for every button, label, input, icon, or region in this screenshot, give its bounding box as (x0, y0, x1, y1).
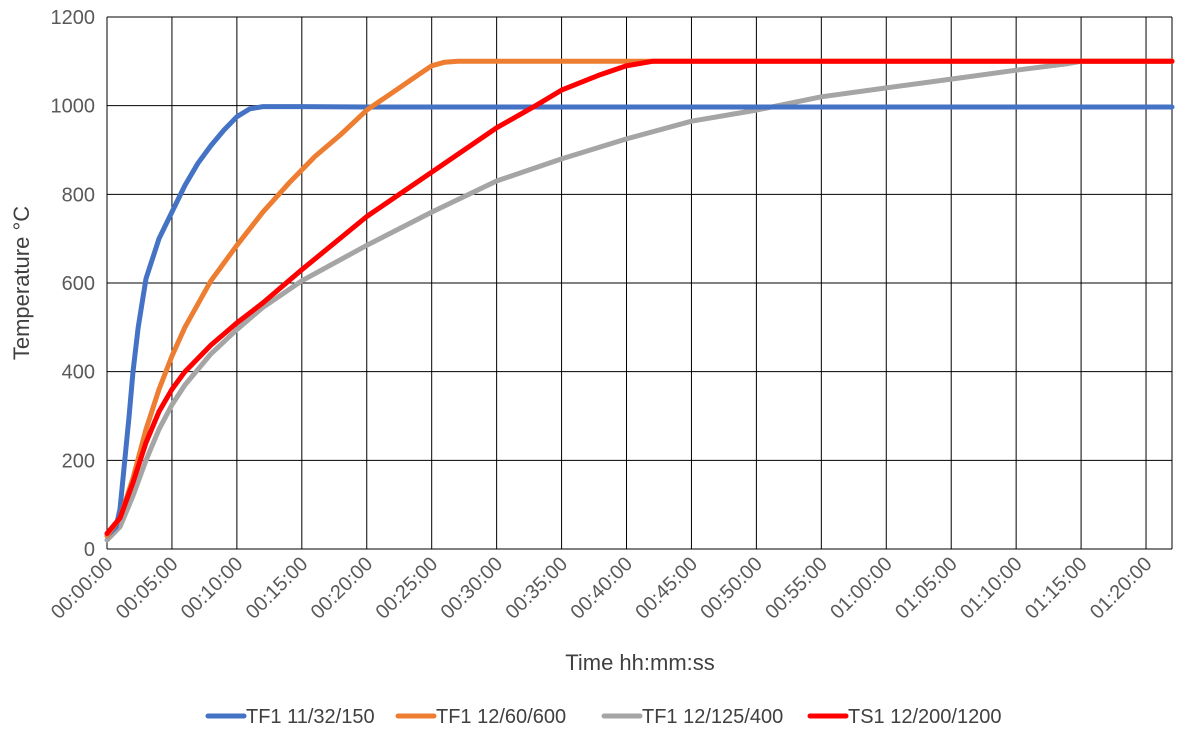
x-tick-label: 00:05:00 (112, 553, 183, 624)
x-tick-label: 00:15:00 (242, 553, 313, 624)
legend-label: TF1 11/32/150 (246, 706, 375, 728)
x-tick-label: 01:05:00 (891, 553, 962, 624)
x-tick-label: 00:50:00 (696, 553, 767, 624)
x-tick-label: 00:55:00 (761, 553, 832, 624)
grid-lines (106, 16, 1173, 550)
x-tick-label: 00:00:00 (47, 553, 118, 624)
x-tick-label: 01:00:00 (826, 553, 897, 624)
series-lines (104, 58, 1175, 543)
series-line-2 (104, 58, 1175, 539)
x-tick-label: 01:10:00 (956, 553, 1027, 624)
legend-label: TF1 12/125/400 (642, 706, 783, 728)
x-tick-label: 00:10:00 (177, 553, 248, 624)
x-tick-label: 00:25:00 (372, 553, 443, 624)
y-tick-label: 0 (84, 539, 95, 561)
x-tick-label: 00:40:00 (566, 553, 637, 624)
x-tick-labels: 00:00:0000:05:0000:10:0000:15:0000:20:00… (47, 553, 1157, 624)
x-tick-label: 01:15:00 (1021, 553, 1092, 624)
series-line-4 (104, 58, 1175, 536)
x-axis-title: Time hh:mm:ss (565, 650, 715, 675)
series-line-1 (104, 104, 1175, 539)
y-axis-title: Temperature °C (9, 206, 34, 360)
y-tick-label: 1200 (51, 7, 96, 29)
legend-label: TS1 12/200/1200 (848, 706, 1001, 728)
legend: TF1 11/32/150 TF1 12/60/600 TF1 12/125/400… (205, 706, 1001, 728)
y-tick-label: 400 (62, 362, 95, 384)
x-tick-label: 00:30:00 (437, 553, 508, 624)
legend-label: TF1 12/60/600 (436, 706, 566, 728)
x-tick-label: 00:35:00 (501, 553, 572, 624)
series-line-3 (104, 58, 1175, 543)
y-tick-label: 1000 (51, 96, 96, 118)
x-tick-label: 00:45:00 (631, 553, 702, 624)
y-tick-label: 600 (62, 273, 95, 295)
y-tick-label: 800 (62, 184, 95, 206)
y-tick-label: 200 (62, 450, 95, 472)
x-tick-label: 00:20:00 (307, 553, 378, 624)
y-tick-labels: 0 200 400 600 800 1000 1200 (51, 7, 96, 561)
x-tick-label: 01:20:00 (1086, 553, 1157, 624)
